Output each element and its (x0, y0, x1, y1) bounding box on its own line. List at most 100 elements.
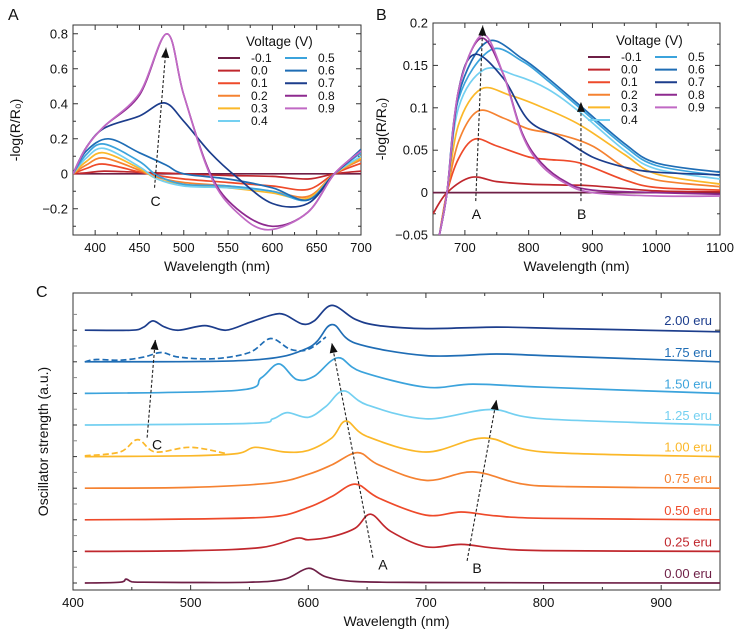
panel-b: 700 800 900 1000 1100 −0.05 0 0.05 0.1 0.15 0.2 Wav… (373, 7, 734, 274)
y-axis-title: -log(R/R₀) (373, 98, 389, 161)
y-tick-label: −0.05 (395, 228, 428, 243)
annotation-label: A (472, 206, 482, 222)
x-tick-label: 650 (306, 240, 328, 255)
y-tick-label: 0 (61, 166, 68, 181)
series-line (438, 86, 720, 235)
legend-title: Voltage (V) (246, 34, 313, 49)
series-line (84, 438, 227, 457)
legend-label: 0.2 (251, 89, 268, 103)
legend-label: 0.9 (318, 101, 335, 115)
arrow-c-shaft (146, 339, 156, 438)
x-axis-title: Wavelength (nm) (343, 613, 449, 629)
x-tick-label: 1100 (706, 240, 734, 255)
legend-label: 0.4 (251, 114, 268, 128)
series-line (84, 451, 720, 490)
arrow-a-shaft (331, 342, 374, 558)
series-label: 1.50 eru (664, 376, 712, 391)
series-line (84, 420, 720, 458)
arrow-c-head (150, 339, 159, 350)
legend: Voltage (V)-0.10.00.10.20.30.40.50.60.70… (588, 33, 705, 127)
legend-label: 0.5 (688, 50, 705, 64)
series-line (433, 176, 720, 215)
series-line (438, 137, 720, 235)
legend-label: 0.8 (688, 88, 705, 102)
y-tick-label: 0.1 (410, 100, 428, 115)
series-line (84, 390, 720, 426)
y-tick-label: 0.05 (403, 143, 428, 158)
series-label: 1.00 eru (664, 440, 712, 455)
annotation-label: A (378, 557, 388, 573)
series-line (438, 109, 720, 235)
series-line (84, 567, 720, 584)
arrow-b-shaft (466, 399, 498, 561)
arrow-c-head (161, 47, 170, 59)
series-line (73, 157, 361, 199)
series-label: 0.50 eru (664, 503, 712, 518)
legend-label: 0.1 (621, 75, 638, 89)
panel-c: 400 500 600 700 800 900 Wavelength (nm) Oscilla… (35, 284, 721, 629)
legend-label: 0.9 (688, 100, 705, 114)
legend-label: 0.7 (318, 76, 335, 90)
x-tick-label: 450 (129, 240, 151, 255)
arrow-c-shaft (153, 47, 167, 188)
y-tick-label: 0.2 (50, 131, 68, 146)
y-tick-label: 0.8 (50, 26, 68, 41)
legend-label: 0.3 (621, 100, 638, 114)
x-axis-title: Wavelength (nm) (164, 258, 270, 274)
arrow-a-head (329, 342, 338, 354)
legend-label: 0.3 (251, 101, 268, 115)
y-axis-title: -log(R/R₀) (7, 99, 23, 162)
plot-frame (72, 24, 362, 236)
arrow-a-shaft (475, 25, 484, 202)
legend-label: 0.4 (621, 113, 638, 127)
plot-frame (72, 292, 721, 591)
legend-label: -0.1 (251, 51, 272, 65)
x-tick-label: 800 (533, 595, 555, 610)
legend-label: 0.6 (318, 64, 335, 78)
series-label: 0.75 eru (664, 471, 712, 486)
x-tick-label: 400 (62, 595, 84, 610)
series-line (73, 137, 361, 202)
annotation-label: B (577, 206, 586, 222)
x-tick-label: 700 (454, 240, 476, 255)
series-line (84, 323, 720, 363)
x-tick-label: 1000 (642, 240, 671, 255)
series-line (73, 32, 361, 231)
series-group (73, 32, 361, 231)
series-line (73, 170, 361, 180)
series-label: 1.75 eru (664, 345, 712, 360)
arrow-b-head (490, 399, 499, 411)
panel-letter: C (36, 284, 48, 301)
y-tick-label: 0.15 (403, 58, 428, 73)
series-line (84, 304, 720, 333)
annotation-label: C (152, 437, 162, 453)
legend-label: 0.1 (251, 76, 268, 90)
x-tick-label: 900 (582, 240, 604, 255)
x-tick-label: 800 (518, 240, 540, 255)
annotation-label: C (151, 193, 161, 209)
y-axis-title: Oscillator strength (a.u.) (35, 367, 51, 516)
legend: Voltage (V)-0.10.00.10.20.30.40.50.60.70… (218, 34, 335, 128)
x-tick-label: 700 (350, 240, 372, 255)
y-tick-label: −0.2 (42, 201, 68, 216)
y-tick-label: 0.2 (410, 16, 428, 31)
series-label: 1.25 eru (664, 408, 712, 423)
legend-label: 0.8 (318, 89, 335, 103)
y-tick-label: 0.6 (50, 61, 68, 76)
x-tick-label: 900 (650, 595, 672, 610)
legend-label: 0.0 (621, 63, 638, 77)
series-line (73, 162, 361, 191)
legend-label: -0.1 (621, 50, 642, 64)
legend-label: 0.6 (688, 63, 705, 77)
x-tick-label: 500 (173, 240, 195, 255)
legend-label: 0.5 (318, 51, 335, 65)
series-line (84, 483, 720, 521)
series-line (84, 336, 327, 363)
x-tick-label: 550 (217, 240, 239, 255)
y-tick-label: 0 (421, 185, 428, 200)
series-group (433, 34, 720, 235)
arrow-b-head (576, 101, 585, 112)
x-tick-label: 400 (84, 240, 106, 255)
series-label: 0.25 eru (664, 534, 712, 549)
legend-label: 0.7 (688, 75, 705, 89)
